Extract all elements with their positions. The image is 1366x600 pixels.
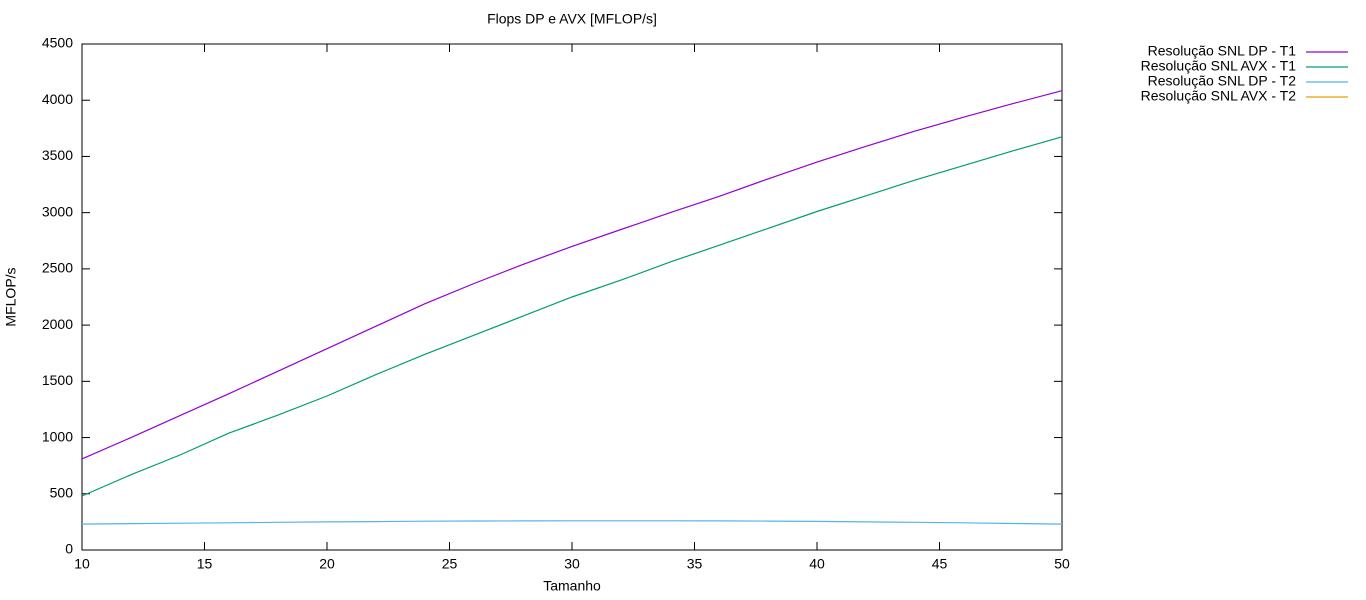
x-tick-label: 30 xyxy=(564,556,580,572)
y-tick-label: 0 xyxy=(65,541,73,557)
x-tick-label: 40 xyxy=(809,556,825,572)
x-tick-label: 50 xyxy=(1054,556,1070,572)
y-tick-label: 2500 xyxy=(42,260,73,276)
series-line xyxy=(81,136,1063,497)
y-tick-label: 2000 xyxy=(42,316,73,332)
y-tick-label: 500 xyxy=(50,484,74,500)
y-tick-label: 4500 xyxy=(42,35,73,51)
legend-label: Resolução SNL AVX - T1 xyxy=(1141,58,1297,74)
y-tick-label: 1500 xyxy=(42,372,73,388)
x-tick-label: 25 xyxy=(442,556,458,572)
legend-label: Resolução SNL DP - T1 xyxy=(1148,43,1297,59)
legend-label: Resolução SNL DP - T2 xyxy=(1148,73,1297,89)
chart-title: Flops DP e AVX [MFLOP/s] xyxy=(487,11,657,27)
legend-label: Resolução SNL AVX - T2 xyxy=(1141,88,1297,104)
series-line xyxy=(81,90,1063,460)
x-tick-label: 45 xyxy=(932,556,948,572)
x-tick-label: 35 xyxy=(687,556,703,572)
y-tick-label: 4000 xyxy=(42,91,73,107)
y-tick-label: 1000 xyxy=(42,428,73,444)
x-axis-label: Tamanho xyxy=(543,578,601,594)
x-tick-label: 15 xyxy=(197,556,213,572)
y-axis-label: MFLOP/s xyxy=(3,267,19,326)
y-tick-label: 3000 xyxy=(42,203,73,219)
x-tick-label: 20 xyxy=(319,556,335,572)
y-tick-label: 3500 xyxy=(42,147,73,163)
series-line xyxy=(81,520,1063,525)
x-tick-label: 10 xyxy=(74,556,90,572)
